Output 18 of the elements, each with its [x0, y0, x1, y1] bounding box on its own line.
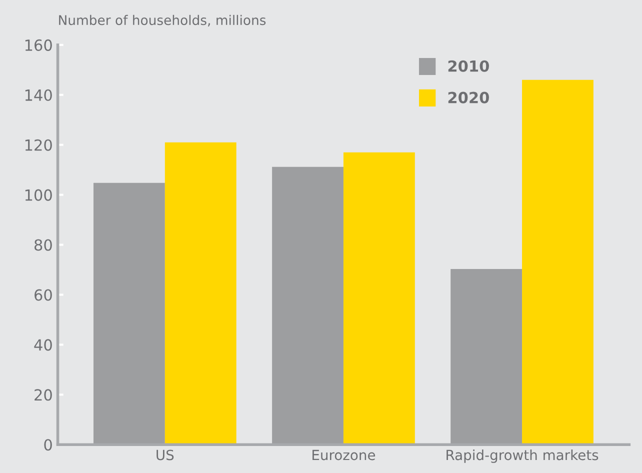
bar	[164, 142, 236, 445]
y-tick-label: 0	[44, 439, 52, 451]
x-tick-label: Rapid-growth markets	[446, 449, 598, 463]
x-tick-label: US	[156, 450, 174, 460]
y-axis-title: Number of households, millions	[59, 14, 266, 26]
bar	[522, 80, 594, 445]
legend-label: 2010	[448, 60, 489, 72]
y-tick-label: 160	[25, 39, 52, 51]
y-tick-label: 120	[25, 139, 52, 151]
y-tick-label: 40	[34, 339, 52, 351]
y-tick-label: 20	[34, 389, 52, 401]
bar	[343, 152, 415, 445]
y-tick-label: 140	[25, 89, 52, 101]
x-tick-label: Eurozone	[312, 450, 376, 460]
y-tick-label: 80	[34, 239, 52, 251]
y-tick-label: 100	[25, 189, 52, 201]
legend-label: 2020	[448, 92, 489, 104]
y-tick-label: 60	[34, 289, 52, 301]
